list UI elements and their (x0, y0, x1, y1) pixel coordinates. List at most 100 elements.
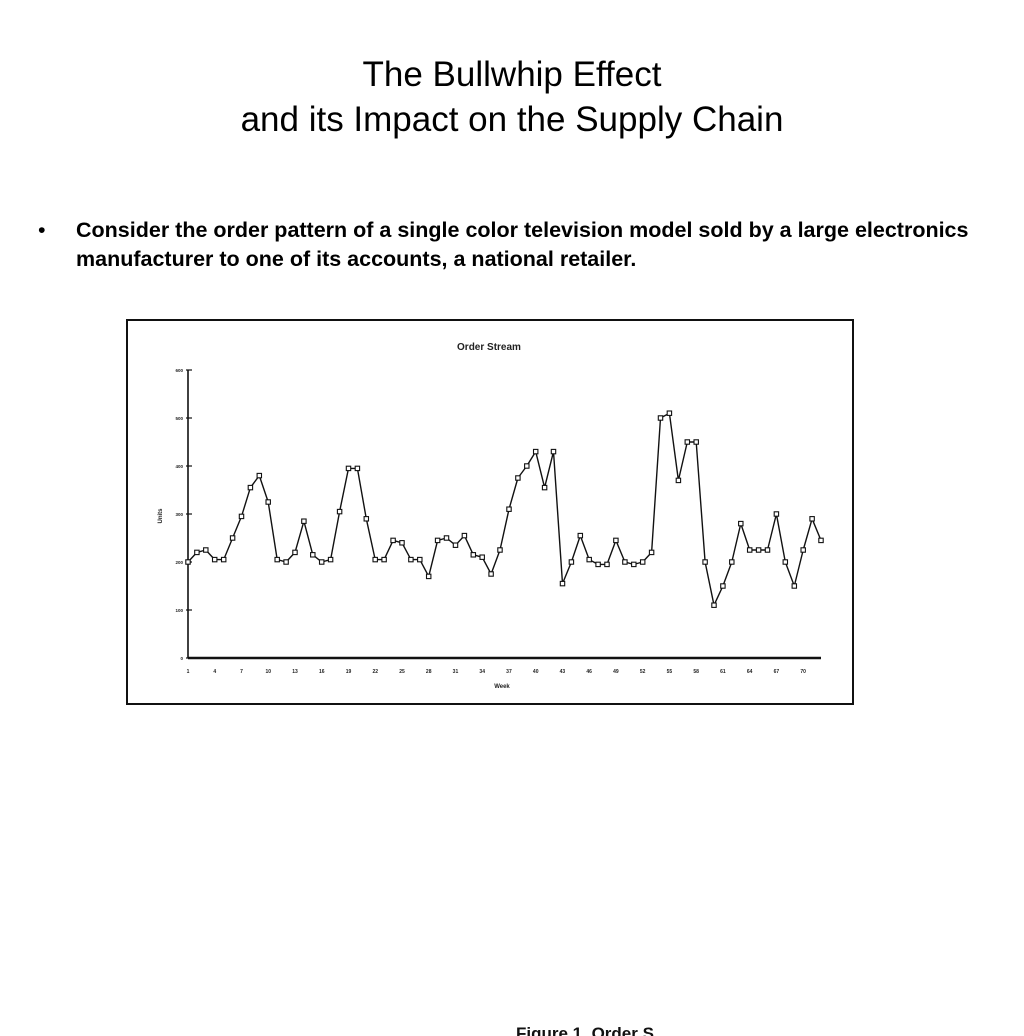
data-point (675, 477, 682, 484)
data-point (568, 559, 575, 565)
data-point (256, 472, 263, 479)
data-point (461, 532, 468, 539)
data-point (711, 602, 717, 608)
x-ticks: 1 4 7 10 13 16 19 22 25 28 31 34 37 40 43 46 49 52 55 58 61 6… (187, 669, 807, 675)
data-point (506, 506, 512, 512)
data-point (336, 508, 343, 515)
data-point (755, 547, 762, 553)
data-point (720, 583, 726, 589)
data-point (541, 484, 548, 491)
data-point (408, 556, 414, 563)
data-point (452, 542, 459, 548)
data-point (800, 547, 806, 553)
data-point (390, 537, 396, 544)
y-tick-label: 100 (175, 608, 183, 613)
data-point (550, 448, 557, 455)
series-orders (185, 410, 824, 608)
title-line-1: The Bullwhip Effect (362, 55, 662, 94)
slide-title: The Bullwhip Effect and its Impact on th… (0, 52, 1024, 142)
data-point (791, 583, 798, 589)
x-tick-label: 19 (346, 669, 352, 675)
data-point (648, 549, 655, 556)
data-point (327, 556, 334, 563)
data-point (274, 556, 280, 563)
data-point (292, 549, 298, 556)
data-point (809, 516, 815, 522)
title-line-2: and its Impact on the Supply Chain (240, 100, 784, 139)
figure-caption: Figure 1. Order S (516, 1024, 654, 1036)
data-point (470, 552, 477, 558)
x-tick-label: 10 (265, 669, 271, 675)
data-point (363, 516, 370, 522)
data-point (729, 559, 735, 565)
data-point (310, 552, 316, 558)
data-point (515, 475, 521, 481)
x-tick-label: 43 (560, 669, 566, 675)
x-tick-label: 22 (372, 669, 378, 675)
x-tick-label: 67 (774, 669, 780, 675)
data-point (479, 554, 485, 560)
x-tick-label: 28 (426, 669, 432, 675)
y-tick-label: 500 (175, 416, 183, 421)
data-point (381, 556, 387, 563)
data-point (746, 547, 753, 553)
data-point (738, 520, 744, 527)
data-point (345, 465, 352, 472)
data-point (417, 556, 423, 563)
data-point (229, 535, 236, 541)
x-tick-label: 61 (720, 669, 726, 675)
data-point (782, 559, 789, 565)
chart-title: Order Stream (457, 342, 521, 353)
data-point (399, 540, 405, 546)
data-point (532, 448, 539, 455)
data-point (265, 499, 271, 505)
data-point (283, 559, 289, 565)
y-tick-label: 600 (175, 368, 183, 373)
x-tick-label: 49 (613, 669, 619, 675)
data-point (497, 547, 503, 553)
x-tick-label: 40 (533, 669, 539, 675)
x-tick-label: 46 (586, 669, 592, 675)
data-point (631, 561, 637, 568)
x-tick-label: 4 (213, 669, 216, 675)
y-tick-label: 0 (180, 656, 183, 661)
data-point (764, 547, 771, 553)
x-tick-label: 58 (693, 669, 699, 675)
x-tick-label: 25 (399, 669, 405, 675)
data-point (238, 513, 245, 520)
data-point (818, 537, 824, 544)
data-point (639, 559, 646, 565)
data-point (220, 556, 227, 563)
bullet-dot-icon: • (38, 218, 46, 242)
y-tick-label: 200 (175, 560, 183, 565)
y-tick-label: 400 (175, 464, 183, 469)
y-axis-label: Units (158, 508, 164, 524)
data-point (693, 439, 699, 445)
order-stream-chart: Order Stream Units Week 0 100 200 300 400 500… (126, 319, 854, 705)
x-tick-label: 1 (187, 669, 190, 675)
x-tick-label: 37 (506, 669, 512, 675)
data-point (559, 580, 566, 587)
x-tick-label: 31 (453, 669, 459, 675)
data-point (211, 556, 218, 563)
x-tick-label: 13 (292, 669, 298, 675)
data-point (488, 571, 494, 577)
y-tick-label: 300 (175, 512, 183, 517)
data-point (203, 547, 209, 553)
x-tick-label: 52 (640, 669, 646, 675)
figure-order-stream: Order Stream Units Week 0 100 200 300 400 500… (124, 318, 858, 1036)
data-point (666, 410, 673, 416)
x-tick-label: 70 (800, 669, 806, 675)
data-point (425, 573, 432, 580)
data-point (434, 537, 441, 544)
data-point (773, 511, 780, 517)
data-point (702, 559, 708, 565)
data-point (194, 549, 200, 556)
x-tick-label: 34 (479, 669, 485, 675)
data-point (354, 465, 361, 472)
x-axis-label: Week (494, 684, 510, 690)
data-point (613, 537, 619, 544)
data-point (301, 518, 307, 524)
data-point (604, 561, 610, 568)
data-point (622, 559, 628, 565)
